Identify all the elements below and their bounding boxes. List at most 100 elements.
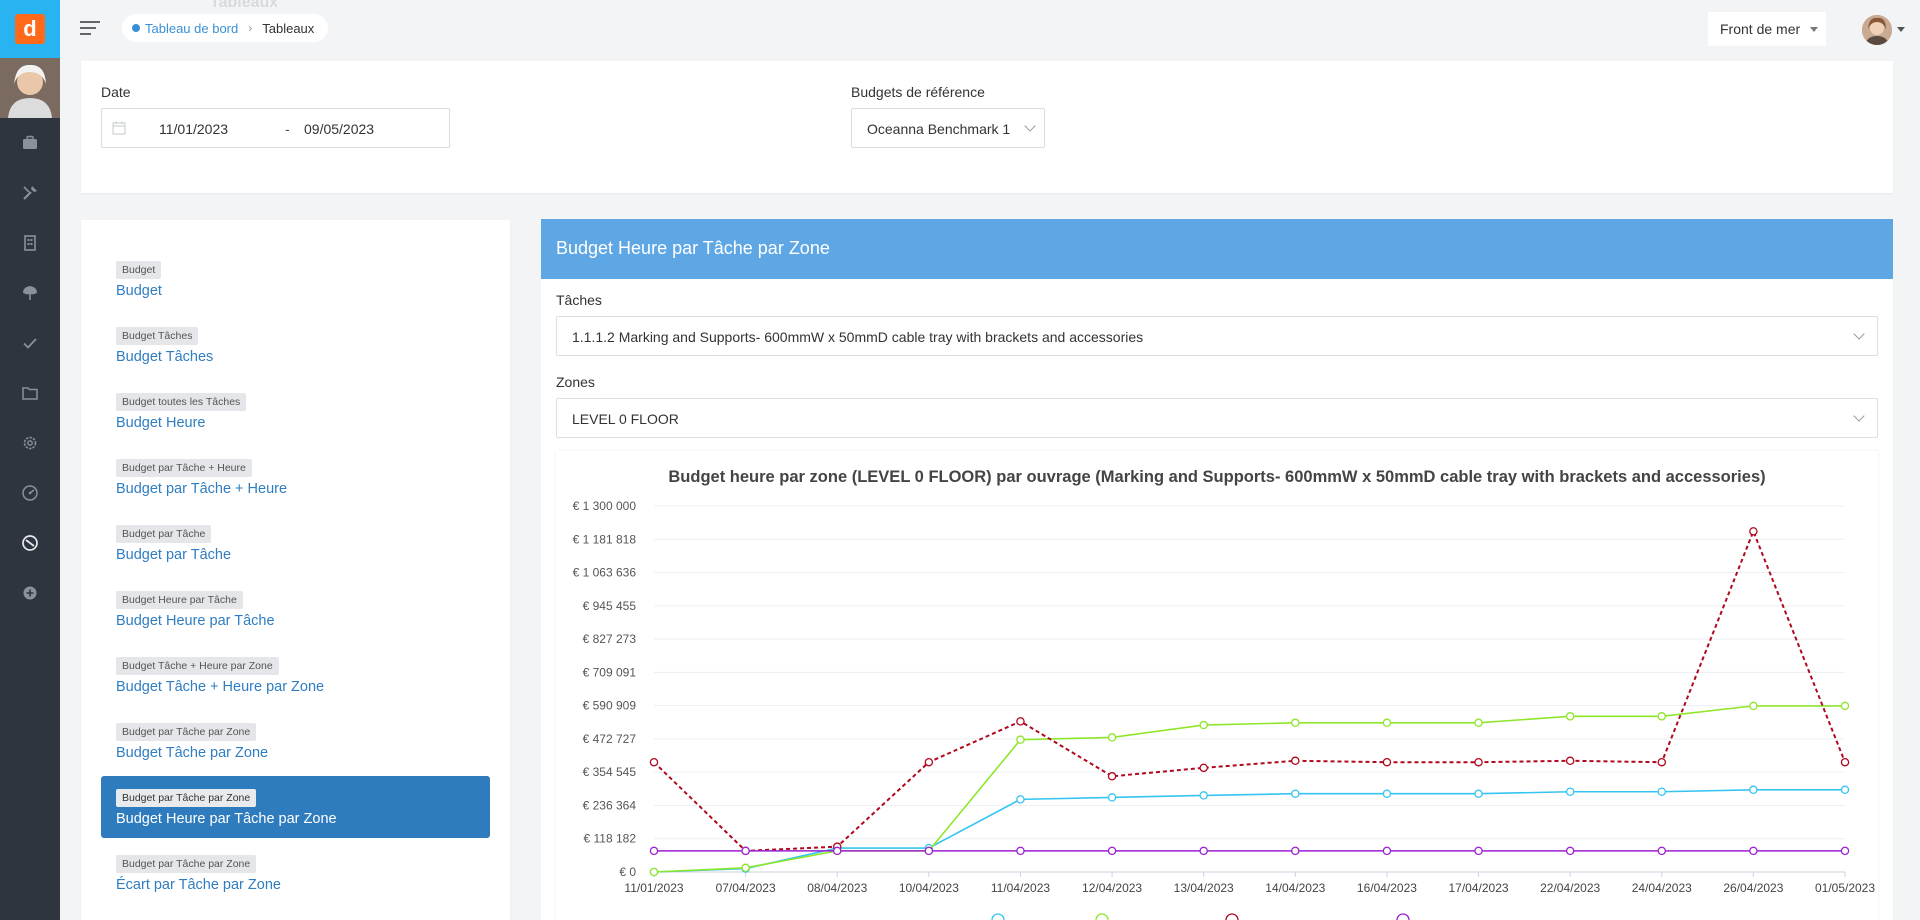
report-tag: Budget par Tâche par Zone <box>116 855 257 873</box>
x-tick-label: 07/04/2023 <box>716 881 776 895</box>
report-link[interactable]: Budget par Tâche <box>116 547 232 563</box>
report-tag: Budget Tâche + Heure par Zone <box>116 657 279 675</box>
y-tick-label: € 236 364 <box>583 798 637 812</box>
report-tag: Budget toutes les Tâches <box>116 393 247 411</box>
tasks-label: Tâches <box>556 292 602 308</box>
data-point <box>1840 846 1850 856</box>
data-point <box>1657 846 1667 856</box>
report-link[interactable]: Budget <box>116 283 162 299</box>
user-avatar[interactable] <box>1862 15 1892 45</box>
data-point <box>1107 733 1117 742</box>
report-list-item[interactable]: Budget Tâches Budget Tâches <box>101 314 490 376</box>
x-tick-label: 24/04/2023 <box>1632 881 1692 895</box>
user-photo-icon <box>0 58 60 118</box>
report-link[interactable]: Budget Tâche par Zone <box>116 745 269 761</box>
report-tag: Budget par Tâche <box>116 525 212 543</box>
sidebar-nav-briefcase[interactable] <box>0 118 60 168</box>
data-point <box>1382 757 1392 767</box>
sidebar-nav-folder[interactable] <box>0 368 60 418</box>
date-start-input[interactable]: 11/01/2023 <box>159 121 229 137</box>
report-link[interactable]: Écart par Tâche par Zone <box>116 877 281 893</box>
report-list-item[interactable]: Budget par Tâche + Heure Budget par Tâche… <box>101 446 490 508</box>
data-point <box>1474 757 1483 767</box>
zones-select-value: LEVEL 0 FLOOR <box>572 411 679 427</box>
date-label: Date <box>101 84 131 100</box>
zones-select[interactable]: LEVEL 0 FLOOR <box>556 398 1878 438</box>
report-list-item[interactable]: Budget par Tâche par Zone Budget Tâche pa… <box>101 710 490 772</box>
sidebar-nav-tree[interactable] <box>0 268 60 318</box>
caret-down-icon <box>1810 27 1818 32</box>
report-link[interactable]: Budget Tâches <box>116 349 214 365</box>
report-link[interactable]: Budget par Tâche + Heure <box>116 481 288 497</box>
data-point <box>741 846 750 856</box>
sidebar-nav-gauge[interactable] <box>0 468 60 518</box>
data-point <box>1382 718 1392 728</box>
data-point <box>1657 757 1667 767</box>
report-list-item[interactable]: Budget par Tâche par Zone Budget Heure pa… <box>101 776 490 838</box>
sidebar-avatar[interactable] <box>0 58 60 118</box>
tools-icon <box>23 186 37 200</box>
caret-down-icon[interactable] <box>1897 27 1905 32</box>
report-list-item[interactable]: Budget Heure par Tâche Budget Heure par T… <box>101 578 490 640</box>
report-link[interactable]: Budget Heure par Tâche <box>116 613 275 629</box>
chevron-down-icon <box>1853 410 1865 422</box>
site-select[interactable]: Front de mer <box>1708 12 1826 46</box>
report-link[interactable]: Budget Tâche + Heure par Zone <box>116 679 325 695</box>
date-range-picker[interactable]: 11/01/2023 - 09/05/2023 <box>101 108 450 148</box>
y-tick-label: € 1 063 636 <box>573 566 637 580</box>
report-link[interactable]: Budget Heure par Tâche par Zone <box>116 811 337 827</box>
data-point <box>649 757 659 767</box>
sidebar-nav-plus-circle[interactable] <box>0 568 60 618</box>
data-point <box>1474 846 1483 856</box>
breadcrumb-home-link[interactable]: Tableau de bord <box>145 20 239 36</box>
user-photo-icon <box>1862 15 1892 45</box>
data-point <box>1016 735 1025 744</box>
report-tag: Budget par Tâche + Heure <box>116 459 252 477</box>
x-tick-label: 22/04/2023 <box>1540 881 1600 895</box>
tasks-select[interactable]: 1.1.1.2 Marking and Supports- 600mmW x 5… <box>556 316 1878 356</box>
sidebar-nav-gear[interactable] <box>0 418 60 468</box>
date-separator: - <box>285 121 290 137</box>
data-point <box>1382 846 1392 856</box>
report-panel: Budget Heure par Tâche par Zone Tâches 1… <box>541 219 1893 920</box>
y-tick-label: € 0 <box>619 865 636 879</box>
report-list-item[interactable]: Budget Budget <box>101 248 490 310</box>
data-point <box>649 867 659 877</box>
date-end-input[interactable]: 09/05/2023 <box>304 121 375 137</box>
x-tick-label: 13/04/2023 <box>1174 881 1234 895</box>
briefcase-icon <box>23 135 37 149</box>
series-line <box>653 528 1846 852</box>
y-tick-label: € 945 455 <box>583 599 637 613</box>
sidebar-nav-dashboard[interactable] <box>0 518 60 568</box>
data-point <box>1291 756 1300 766</box>
budget-ref-value: Oceanna Benchmark 1 <box>867 121 1011 137</box>
report-link[interactable]: Budget Heure <box>116 415 206 431</box>
zones-label: Zones <box>556 374 595 390</box>
report-list-item[interactable]: Budget par Tâche Budget par Tâche <box>101 512 490 574</box>
y-tick-label: € 354 545 <box>583 765 637 779</box>
sidebar-nav-check[interactable] <box>0 318 60 368</box>
calendar-icon <box>112 121 126 135</box>
budget-ref-label: Budgets de référence <box>851 84 985 100</box>
menu-toggle-icon[interactable] <box>80 19 102 37</box>
sidebar-nav-building[interactable] <box>0 218 60 268</box>
data-point <box>1291 718 1300 728</box>
report-list-item[interactable]: Budget toutes les Tâches Budget Heure <box>101 380 490 442</box>
x-tick-label: 08/04/2023 <box>807 881 867 895</box>
report-list-item[interactable]: Budget par Tâche par Zone Écart par Tâche… <box>101 842 490 904</box>
chevron-down-icon <box>1024 120 1036 132</box>
y-tick-label: € 472 727 <box>583 732 637 746</box>
data-point <box>1199 791 1208 800</box>
budget-ref-select[interactable]: Oceanna Benchmark 1 <box>851 108 1045 148</box>
check-icon <box>23 338 37 349</box>
data-point <box>1199 846 1208 856</box>
legend-marker <box>1396 913 1410 920</box>
report-list-item[interactable]: Budget Tâche + Heure par Zone Budget Tâch… <box>101 644 490 706</box>
x-tick-label: 10/04/2023 <box>899 881 959 895</box>
sidebar-nav-tools[interactable] <box>0 168 60 218</box>
data-point <box>1016 795 1025 804</box>
data-point <box>1199 763 1208 773</box>
data-point <box>1565 712 1575 721</box>
chart-container: € 0 € 118 182 € 236 364 € 354 545 € 472 727 €… <box>556 451 1878 920</box>
app-logo[interactable]: d <box>0 0 60 58</box>
